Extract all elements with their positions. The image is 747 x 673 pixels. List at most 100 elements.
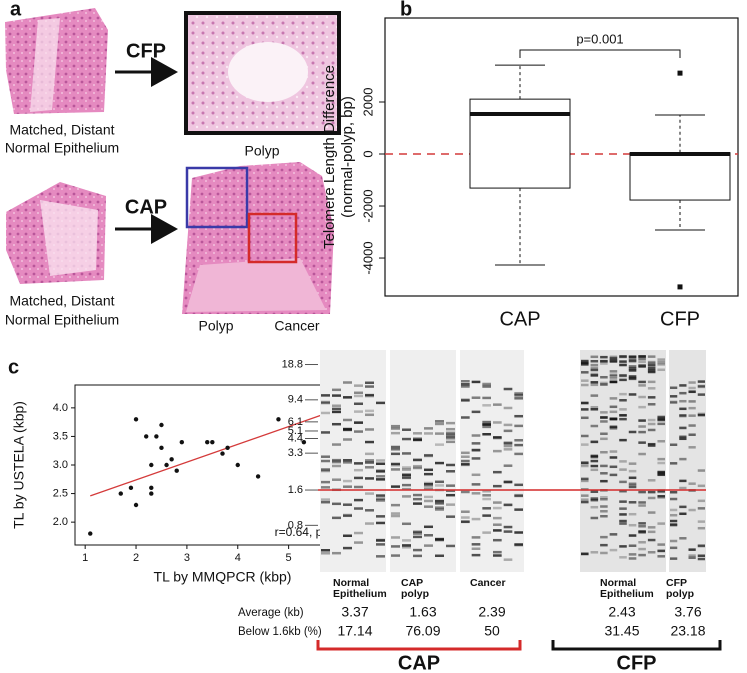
gel-band <box>514 531 523 534</box>
ladder-label: 1.6 <box>288 484 303 496</box>
gel-band <box>365 509 374 512</box>
gel-band <box>354 541 363 544</box>
gel-band <box>343 396 352 399</box>
gel-band <box>600 359 608 363</box>
gel-band <box>679 486 687 490</box>
point <box>255 474 261 479</box>
gel-band <box>619 468 627 471</box>
gel-band <box>609 450 618 453</box>
gel-band <box>461 383 470 386</box>
gel-band <box>471 448 481 451</box>
gel-band <box>619 408 627 411</box>
gel-band <box>446 544 455 548</box>
gel-band <box>402 476 411 479</box>
gel-band <box>688 424 696 427</box>
gel-band <box>657 496 665 500</box>
gel-band <box>514 424 523 428</box>
gel-band <box>435 484 444 487</box>
gel-band <box>402 522 411 526</box>
point <box>133 417 139 422</box>
gel-band <box>697 385 705 389</box>
group-bracket <box>316 640 522 651</box>
gel-band <box>461 385 470 388</box>
gel-band <box>688 414 696 417</box>
gel-band <box>435 508 444 511</box>
gel-band <box>321 394 330 397</box>
gel-lane <box>460 350 524 572</box>
gel-band <box>482 489 491 493</box>
gel-band <box>619 522 627 525</box>
gel-band <box>638 541 646 544</box>
gel-band <box>461 451 470 455</box>
gel-band <box>365 461 374 464</box>
gel-band <box>446 484 455 487</box>
annotation: p=0.001 <box>576 31 623 46</box>
gel-band <box>343 461 352 464</box>
gel-band <box>391 503 400 507</box>
gel-band <box>581 401 589 405</box>
gel-band <box>609 465 618 469</box>
gel-band <box>628 544 637 547</box>
gel-band <box>446 493 455 497</box>
gel-band <box>647 366 656 370</box>
gel-band <box>376 538 385 542</box>
gel-band <box>609 373 618 377</box>
gel-band <box>482 507 491 510</box>
gel-band <box>332 407 341 411</box>
gel-band <box>697 557 705 561</box>
gel-band <box>471 483 481 486</box>
gel-band <box>514 494 523 498</box>
gel-band <box>657 555 665 558</box>
gel-band <box>688 482 696 485</box>
y-axis-label: Telomere Length Difference <box>321 65 338 249</box>
gel-band <box>413 554 422 558</box>
gel-band <box>446 515 455 518</box>
gel-band <box>581 379 589 382</box>
gel-band <box>609 405 618 409</box>
significance-bracket <box>519 49 681 58</box>
gel-band <box>493 436 502 440</box>
gel-band <box>647 380 656 384</box>
lane-header: CAP <box>401 577 423 589</box>
gel-band <box>638 531 646 534</box>
point <box>179 439 185 445</box>
gel-band <box>628 462 637 465</box>
gel-band <box>413 548 422 552</box>
gel-band <box>647 490 656 494</box>
gel-band <box>343 428 352 431</box>
gel-band <box>482 423 491 426</box>
gel-band <box>638 364 646 367</box>
gel-band <box>493 501 502 504</box>
gel-band <box>503 441 513 444</box>
gel-band <box>435 506 444 510</box>
gel-band <box>482 497 491 501</box>
gel-band <box>600 360 608 363</box>
gel-band <box>581 363 589 366</box>
gel-band <box>590 368 599 372</box>
gel-band <box>638 490 646 494</box>
ladder-label: 3.3 <box>288 447 303 459</box>
y-tick-label: -4000 <box>360 241 375 274</box>
gel-band <box>609 473 618 477</box>
y-tick-label: 3.0 <box>53 459 68 471</box>
cell: 2.43 <box>608 604 635 620</box>
gel-band <box>365 466 374 469</box>
gel-band <box>354 421 363 424</box>
gel-band <box>638 380 646 384</box>
gel-band <box>647 422 656 426</box>
gel-band <box>391 536 400 539</box>
gel-band <box>697 484 705 488</box>
gel-band <box>679 479 687 483</box>
gel-band <box>503 480 513 484</box>
gel-band <box>503 387 513 391</box>
gel-band <box>657 473 665 477</box>
gel-band <box>321 498 330 501</box>
gel-band <box>482 382 491 386</box>
row-label: Below 1.6kb (%) <box>238 626 322 638</box>
gel-band <box>670 497 678 501</box>
gel-band <box>461 462 470 466</box>
caption: Matched, Distant <box>9 293 114 309</box>
gel-band <box>679 391 687 395</box>
gel-band <box>670 539 678 543</box>
gel-band <box>503 429 513 433</box>
